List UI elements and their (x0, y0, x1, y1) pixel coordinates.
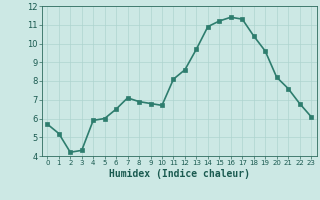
X-axis label: Humidex (Indice chaleur): Humidex (Indice chaleur) (109, 169, 250, 179)
